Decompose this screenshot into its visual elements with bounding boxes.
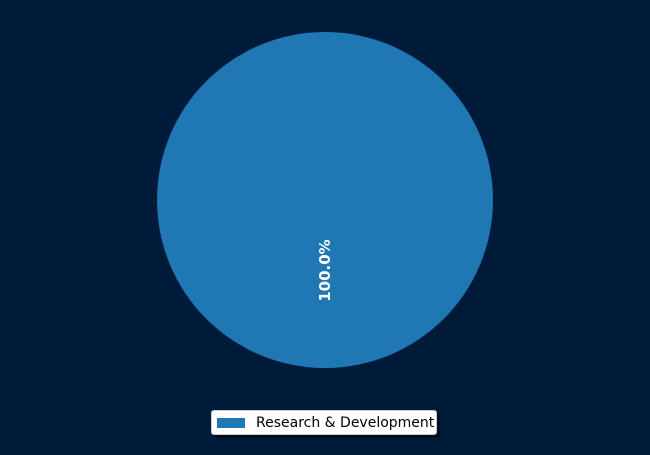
legend-swatch — [217, 417, 245, 428]
legend: Research & Development — [211, 410, 437, 435]
pie-percent-label: 100.0% — [316, 239, 334, 301]
legend-label: Research & Development — [256, 414, 435, 431]
pie-slice — [157, 32, 493, 368]
